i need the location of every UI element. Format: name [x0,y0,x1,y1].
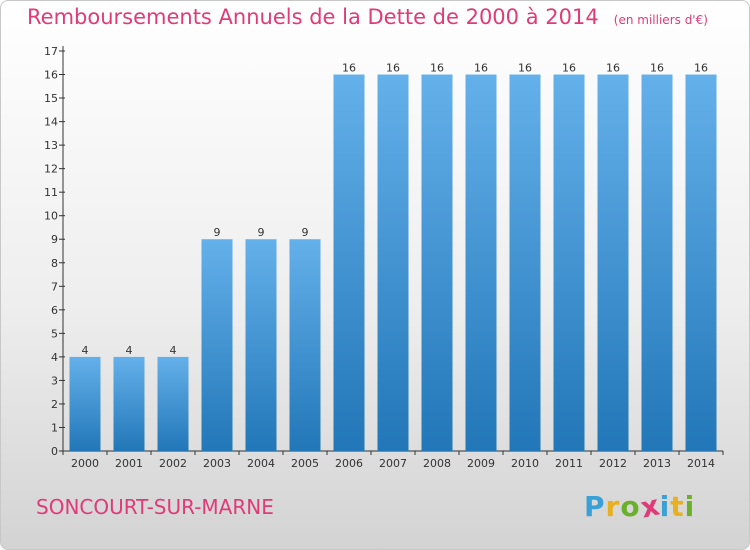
bar-2013 [641,74,673,451]
data-label: 9 [302,226,309,239]
bar-2005 [289,239,321,451]
y-tick-label: 16 [44,69,58,82]
x-tick-label: 2010 [511,457,539,470]
data-label: 9 [258,226,265,239]
x-tick-label: 2011 [555,457,583,470]
y-tick-label: 5 [51,327,58,340]
data-label: 4 [170,344,177,357]
y-tick-label: 10 [44,210,58,223]
x-tick-label: 2005 [291,457,319,470]
y-tick-label: 6 [51,304,58,317]
bar-2014 [685,74,717,451]
bar-2002 [157,356,189,451]
data-label: 9 [214,226,221,239]
bar-2009 [465,74,497,451]
y-tick-label: 13 [44,139,58,152]
y-tick-label: 15 [44,92,58,105]
x-tick-label: 2013 [643,457,671,470]
y-tick-label: 2 [51,398,58,411]
y-tick-label: 7 [51,280,58,293]
y-tick-label: 3 [51,374,58,387]
city-name: SONCOURT-SUR-MARNE [36,495,274,519]
x-tick-label: 2002 [159,457,187,470]
bar-2010 [509,74,541,451]
x-tick-label: 2006 [335,457,363,470]
bar-2011 [553,74,585,451]
data-label: 16 [474,62,488,75]
x-tick-label: 2001 [115,457,143,470]
data-label: 16 [518,62,532,75]
y-tick-label: 0 [51,445,58,458]
bar-2003 [201,239,233,451]
y-tick-label: 8 [51,257,58,270]
y-tick-label: 14 [44,116,58,129]
brand-logo: Proxiti [584,488,696,525]
labels: 0123456789101112131415161720004200142002… [44,45,715,470]
x-tick-label: 2012 [599,457,627,470]
bar-2012 [597,74,629,451]
data-label: 16 [650,62,664,75]
x-tick-label: 2007 [379,457,407,470]
data-label: 16 [694,62,708,75]
x-tick-label: 2003 [203,457,231,470]
bars [69,74,717,451]
bar-2000 [69,356,101,451]
data-label: 4 [126,344,133,357]
data-label: 16 [430,62,444,75]
bar-2001 [113,356,145,451]
x-tick-label: 2009 [467,457,495,470]
bar-2004 [245,239,277,451]
bar-2007 [377,74,409,451]
chart-title: Remboursements Annuels de la Dette de 20… [27,5,599,29]
data-label: 16 [342,62,356,75]
y-tick-label: 9 [51,233,58,246]
y-tick-label: 1 [51,421,58,434]
bar-2008 [421,74,453,451]
data-label: 4 [82,344,89,357]
data-label: 16 [562,62,576,75]
y-tick-label: 4 [51,351,58,364]
title-row: Remboursements Annuels de la Dette de 20… [27,5,708,29]
bar-2006 [333,74,365,451]
y-tick-label: 11 [44,186,58,199]
y-tick-label: 12 [44,163,58,176]
chart-subtitle: (en milliers d'€) [613,13,708,27]
y-tick-label: 17 [44,45,58,58]
x-tick-label: 2000 [71,457,99,470]
x-tick-label: 2008 [423,457,451,470]
data-label: 16 [386,62,400,75]
x-tick-label: 2004 [247,457,275,470]
x-tick-label: 2014 [687,457,715,470]
data-label: 16 [606,62,620,75]
